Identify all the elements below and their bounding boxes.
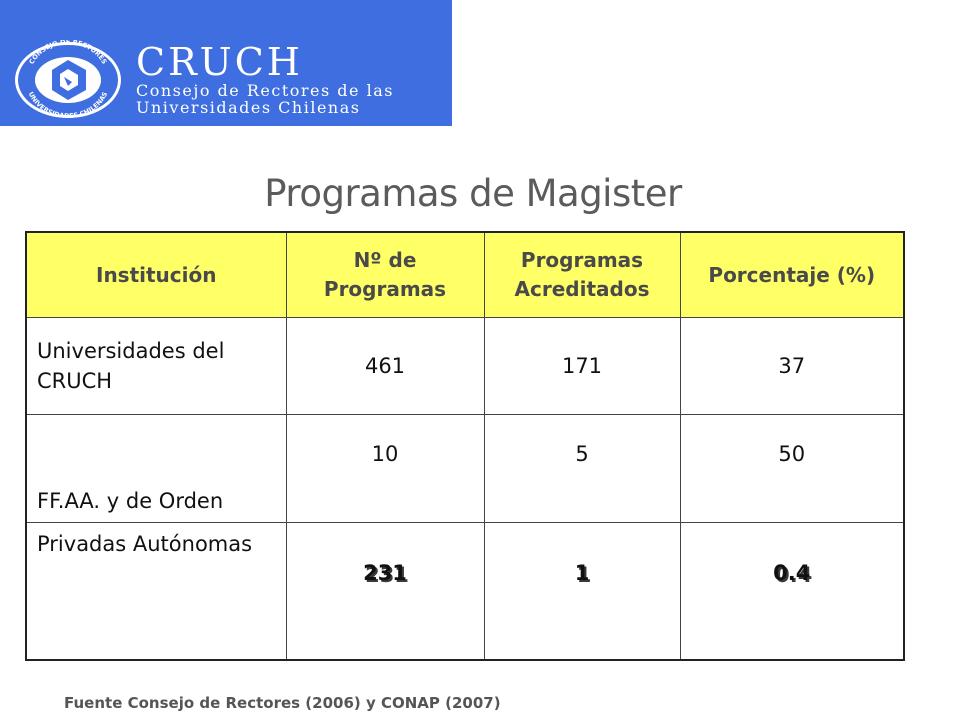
cell-porcentaje: 37 <box>679 317 905 415</box>
cell-programas-highlight: 231 <box>285 522 485 661</box>
cell-programas: 461 <box>285 317 485 415</box>
table-row: Privadas Autónomas 231 1 0.4 <box>25 522 905 661</box>
cell-acreditados: 5 <box>483 414 681 523</box>
column-header-institucion: Institución <box>25 231 287 318</box>
brand-name: CRUCH <box>136 40 303 84</box>
cell-acreditados: 171 <box>483 317 681 415</box>
column-header-num-programas: Nº de Programas <box>285 231 485 318</box>
cell-porcentaje-highlight: 0.4 <box>679 522 905 661</box>
table-header-row: Institución Nº de Programas Programas Ac… <box>25 231 905 318</box>
page-title: Programas de Magister <box>264 172 682 215</box>
source-footnote: Fuente Consejo de Rectores (2006) y CONA… <box>64 694 501 712</box>
cell-institucion: Universidades del CRUCH <box>25 317 287 415</box>
brand-subtitle-line-1: Consejo de Rectores de las <box>136 81 394 100</box>
column-header-acreditados: Programas Acreditados <box>483 231 681 318</box>
cruch-seal-logo: CONSEJO DE RECTORES UNIVERSIDADES CHILEN… <box>15 40 121 120</box>
cell-institucion: Privadas Autónomas <box>25 522 287 661</box>
brand-subtitle-line-2: Universidades Chilenas <box>136 98 361 117</box>
cell-institucion: FF.AA. y de Orden <box>25 414 287 523</box>
header-banner: CONSEJO DE RECTORES UNIVERSIDADES CHILEN… <box>0 0 452 126</box>
cell-programas: 10 <box>285 414 485 523</box>
brand: CRUCH Consejo de Rectores de las Univers… <box>136 42 394 116</box>
table-row: FF.AA. y de Orden 10 5 50 <box>25 414 905 523</box>
cell-acreditados-highlight: 1 <box>483 522 681 661</box>
cell-porcentaje: 50 <box>679 414 905 523</box>
column-header-porcentaje: Porcentaje (%) <box>679 231 905 318</box>
table-row: Universidades del CRUCH 461 171 37 <box>25 317 905 415</box>
programs-table: Institución Nº de Programas Programas Ac… <box>25 231 905 661</box>
